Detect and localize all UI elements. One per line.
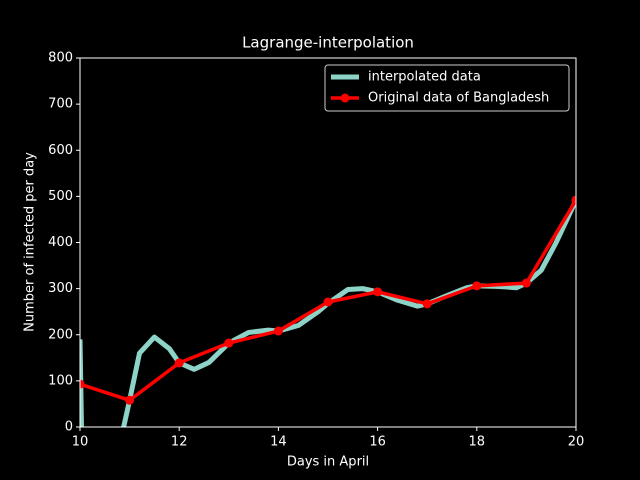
x-tick-label: 12 [171, 435, 188, 450]
x-axis-label: Days in April [287, 455, 369, 470]
chart-title: Lagrange-interpolation [242, 34, 414, 52]
y-tick-label: 0 [65, 420, 73, 435]
y-tick-label: 300 [48, 281, 73, 296]
data-point [224, 338, 234, 348]
data-point [373, 287, 383, 297]
y-tick-label: 200 [48, 327, 73, 342]
data-point [80, 379, 85, 389]
x-tick-label: 14 [270, 435, 287, 450]
data-point [174, 358, 184, 368]
data-point [125, 395, 135, 405]
data-point [323, 297, 333, 307]
y-tick-label: 600 [48, 143, 73, 158]
data-point [422, 299, 432, 309]
x-tick-label: 16 [369, 435, 386, 450]
y-tick-label: 100 [48, 373, 73, 388]
x-tick-label: 20 [568, 435, 585, 450]
legend-marker [340, 93, 350, 103]
x-tick-label: 10 [72, 435, 89, 450]
data-point [571, 195, 576, 205]
y-tick-label: 500 [48, 189, 73, 204]
data-point [472, 281, 482, 291]
legend-label: Original data of Bangladesh [368, 91, 549, 106]
y-axis-label: Number of infected per day [23, 152, 38, 332]
y-tick-label: 800 [48, 51, 73, 66]
data-point [521, 278, 531, 288]
y-tick-label: 400 [48, 235, 73, 250]
y-tick-label: 700 [48, 97, 73, 112]
data-point [273, 326, 283, 336]
legend-label: interpolated data [368, 70, 481, 85]
legend-box [324, 64, 570, 112]
x-tick-label: 18 [469, 435, 486, 450]
